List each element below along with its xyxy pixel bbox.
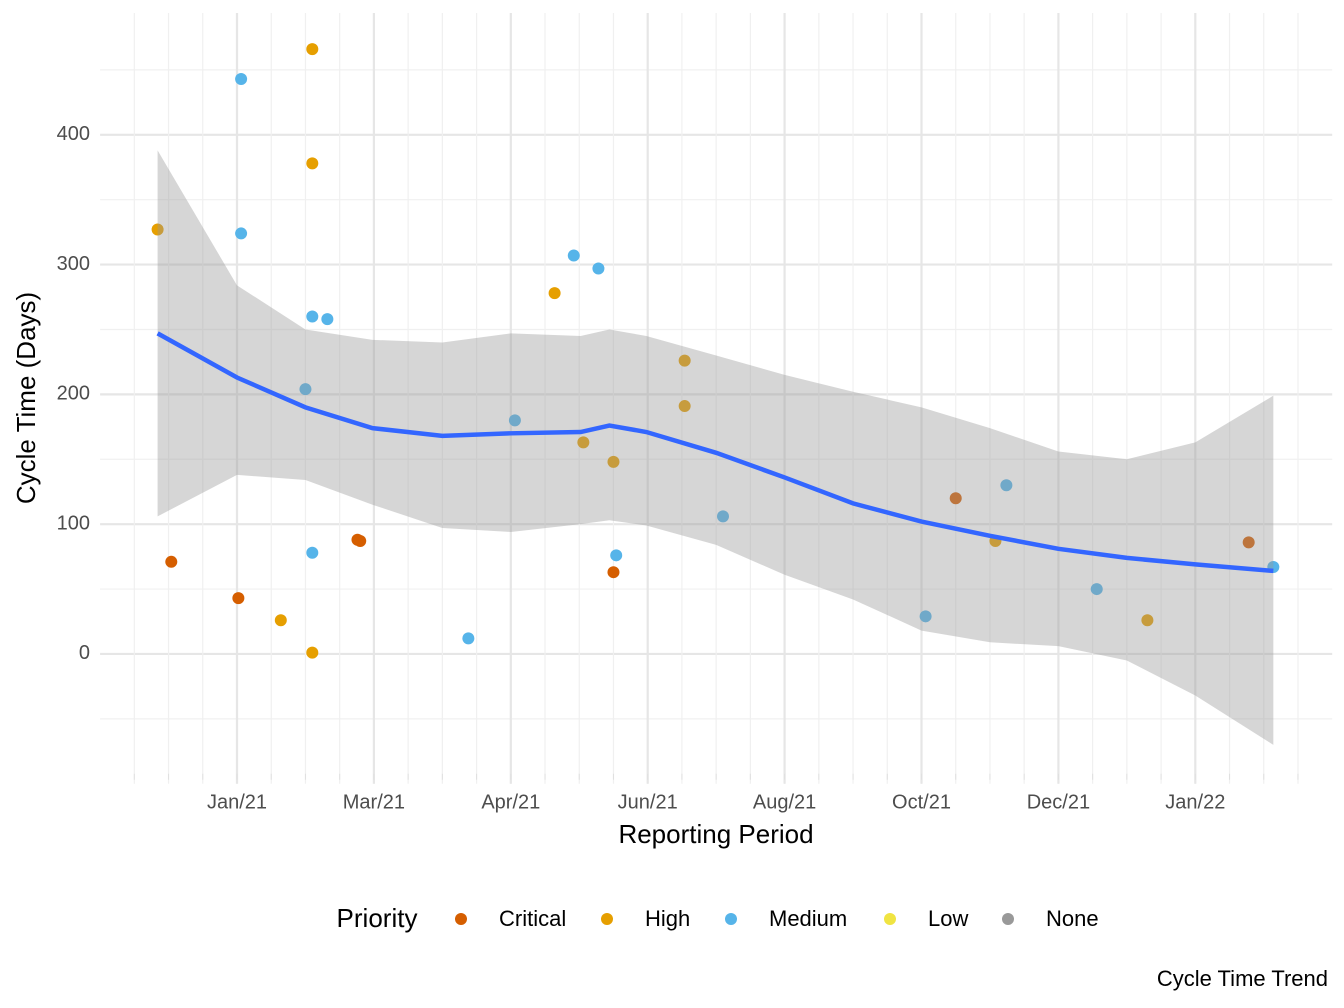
point [607, 455, 620, 468]
legend-swatch [725, 913, 737, 925]
point [299, 383, 312, 396]
point [151, 223, 164, 236]
point [1000, 479, 1013, 492]
x-tick-label: Apr/21 [481, 791, 540, 813]
x-tick-label: Aug/21 [753, 791, 816, 813]
trend-line [156, 331, 1274, 574]
legend-swatch [455, 913, 467, 925]
grid [100, 13, 1333, 784]
y-tick-label: 0 [79, 642, 90, 664]
legend-label: None [1046, 906, 1099, 931]
point [949, 492, 962, 505]
axes: 0 100 200 300 400 Jan/21 Mar/21 Apr/21 Jun/21 Aug… [57, 123, 1299, 813]
point [610, 549, 623, 562]
legend-swatch [1002, 913, 1014, 925]
legend-swatch [601, 913, 613, 925]
legend-label: Medium [769, 906, 847, 931]
point [592, 262, 605, 275]
point [354, 535, 367, 548]
y-tick-label: 200 [57, 383, 90, 405]
x-axis-title: Reporting Period [618, 819, 813, 849]
y-tick-label: 100 [57, 512, 90, 534]
legend-label: Critical [499, 906, 566, 931]
point [306, 546, 319, 559]
point [548, 287, 561, 300]
point [1090, 583, 1103, 596]
point [462, 632, 475, 645]
point [716, 510, 729, 523]
point [678, 354, 691, 367]
point [321, 313, 334, 326]
point [919, 610, 932, 623]
point [235, 227, 248, 240]
point [306, 310, 319, 323]
point [306, 157, 319, 170]
point [1141, 614, 1154, 627]
caption: Cycle Time Trend [1157, 966, 1328, 991]
legend-title: Priority [337, 903, 418, 933]
y-axis-title: Cycle Time (Days) [11, 292, 41, 504]
point [508, 414, 521, 427]
point [306, 43, 319, 56]
point [235, 72, 248, 85]
point [1242, 536, 1255, 549]
x-tick-label: Jan/22 [1165, 791, 1225, 813]
x-tick-label: Oct/21 [892, 791, 951, 813]
legend-label: High [645, 906, 690, 931]
point [274, 614, 287, 627]
legend: Critical High Medium Low None [455, 906, 1099, 931]
point [165, 555, 178, 568]
point [567, 249, 580, 262]
x-tick-label: Jun/21 [618, 791, 678, 813]
confidence-band [157, 150, 1274, 745]
trend [156, 150, 1274, 745]
x-tick-label: Mar/21 [343, 791, 405, 813]
x-tick-label: Dec/21 [1027, 791, 1090, 813]
legend-swatch [884, 913, 896, 925]
y-tick-label: 400 [57, 123, 90, 145]
x-tick-label: Jan/21 [207, 791, 267, 813]
points [151, 43, 1280, 659]
y-tick-label: 300 [57, 253, 90, 275]
legend-label: Low [928, 906, 968, 931]
point [678, 400, 691, 413]
point [232, 592, 245, 605]
point [577, 436, 590, 449]
point [607, 566, 620, 579]
point [306, 646, 319, 659]
